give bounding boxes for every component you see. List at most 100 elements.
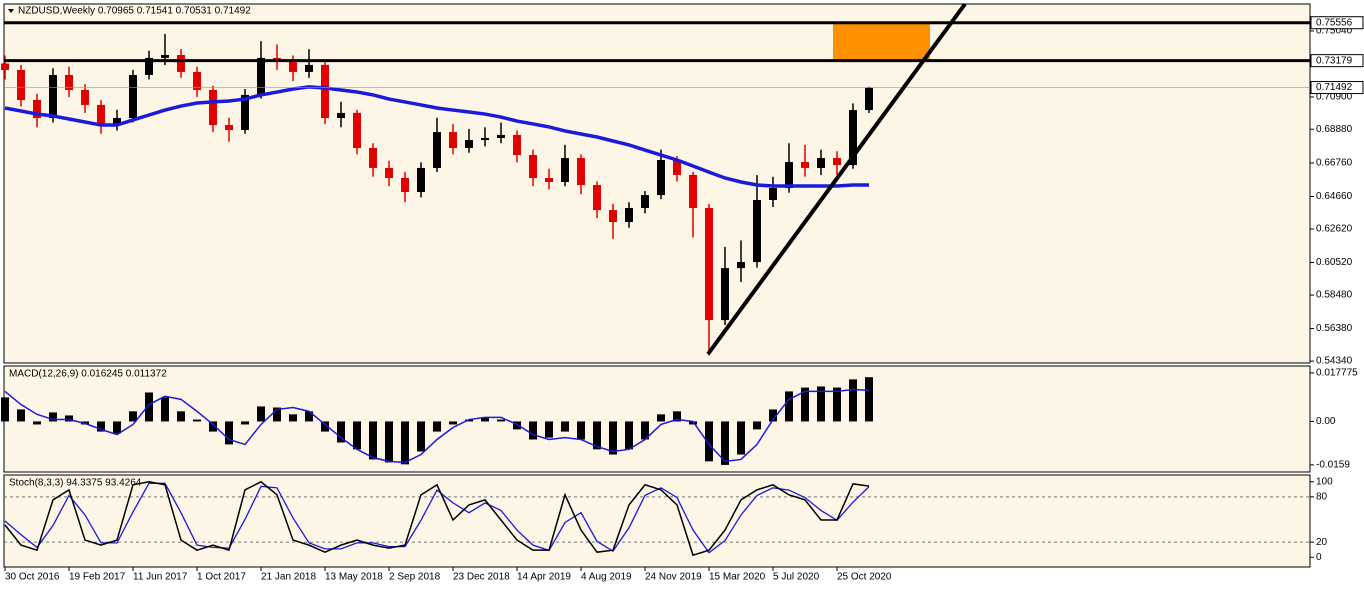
y-tick-label: 0.62620 <box>1316 224 1353 235</box>
y-tick-label: 0.60520 <box>1316 257 1353 268</box>
macd-bar <box>577 421 585 440</box>
x-tick-label: 2 Sep 2018 <box>389 572 441 583</box>
macd-bar <box>161 397 169 422</box>
macd-bar <box>193 419 201 422</box>
candle-body <box>401 177 409 193</box>
candle-body <box>177 55 185 72</box>
candle-body <box>609 210 617 223</box>
y-tick-label: 0.58480 <box>1316 290 1353 301</box>
candle-body <box>785 162 793 189</box>
macd-bar <box>33 421 41 425</box>
candle-body <box>481 137 489 141</box>
x-tick-label: 15 Mar 2020 <box>709 572 766 583</box>
x-tick-label: 14 Apr 2019 <box>517 572 571 583</box>
candle-body <box>657 159 665 196</box>
macd-bar <box>769 409 777 422</box>
candle-body <box>513 134 521 156</box>
macd-bar <box>817 386 825 422</box>
y-tick-label: 0.017775 <box>1316 368 1358 379</box>
macd-bar <box>113 421 121 434</box>
price-panel-title: NZDUSD,Weekly 0.70965 0.71541 0.70531 0.… <box>18 6 251 17</box>
candle-body <box>529 155 537 178</box>
macd-bar <box>305 411 313 422</box>
macd-bar <box>481 417 489 422</box>
candle-body <box>97 104 105 126</box>
candle-body <box>561 158 569 182</box>
y-tick-label: 80 <box>1316 492 1328 503</box>
candle-body <box>209 89 217 126</box>
candle-body <box>17 70 25 101</box>
candle-body <box>81 89 89 105</box>
candle-body <box>721 268 729 321</box>
macd-bar <box>849 379 857 422</box>
macd-bar <box>449 421 457 425</box>
macd-bar <box>257 406 265 422</box>
marks: 0.75040 0.70900 0.68880 0.66760 0.64660 0.626… <box>1 16 1364 583</box>
macd-bar <box>289 414 297 422</box>
macd-signal <box>4 388 870 464</box>
candle-body <box>321 64 329 119</box>
candle-body <box>465 140 473 149</box>
y-tick-label: 0.56380 <box>1316 323 1353 334</box>
candle-body <box>593 185 601 211</box>
candle-body <box>497 134 505 138</box>
macd-bar <box>433 421 441 432</box>
x-tick-label: 24 Nov 2019 <box>645 572 702 583</box>
x-tick-label: 30 Oct 2016 <box>5 572 60 583</box>
y-tick-label: 0.66760 <box>1316 158 1353 169</box>
candle-body <box>289 61 297 72</box>
candle-body <box>65 74 73 90</box>
candle-body <box>417 167 425 193</box>
y-tick-label: 0.54340 <box>1316 356 1353 367</box>
candle-body <box>801 162 809 168</box>
candle-body <box>753 200 761 263</box>
last-price-label: 0.71492 <box>1316 82 1353 93</box>
moving-average <box>4 85 869 188</box>
macd-bar <box>321 421 329 432</box>
y-tick-label: 0.64660 <box>1316 191 1353 202</box>
macd-bar <box>417 421 425 452</box>
candle-body <box>241 94 249 130</box>
macd-bar <box>17 409 25 422</box>
macd-bar <box>545 421 553 438</box>
price-label: 0.75556 <box>1316 17 1353 28</box>
macd-bar <box>241 421 249 425</box>
candle-body <box>113 118 121 126</box>
macd-bar <box>145 392 153 422</box>
x-tick-label: 5 Jul 2020 <box>773 572 820 583</box>
x-tick-label: 25 Oct 2020 <box>837 572 892 583</box>
candle-body <box>625 207 633 223</box>
candle-body <box>577 158 585 186</box>
candle-body <box>545 177 553 182</box>
x-tick-label: 11 Jun 2017 <box>133 572 188 583</box>
macd-bar <box>801 387 809 422</box>
x-tick-label: 21 Jan 2018 <box>261 572 316 583</box>
y-tick-label: 100 <box>1316 476 1333 487</box>
macd-bar <box>705 421 713 462</box>
macd-bar <box>465 419 473 422</box>
price-label-box <box>1310 16 1364 30</box>
candle-body <box>849 110 857 166</box>
stoch-panel-title: Stoch(8,3,3) 94.3375 93.4264 <box>9 478 142 489</box>
x-tick-label: 4 Aug 2019 <box>581 572 632 583</box>
candle-body <box>225 125 233 130</box>
candle-body <box>833 158 841 166</box>
macd-bar <box>609 421 617 455</box>
y-tick-label: 0.68880 <box>1316 124 1353 135</box>
candle-body <box>689 174 697 208</box>
macd-bar <box>497 419 505 422</box>
x-tick-label: 19 Feb 2017 <box>69 572 126 583</box>
macd-bar <box>721 421 729 465</box>
x-tick-label: 1 Oct 2017 <box>197 572 246 583</box>
macd-bar <box>209 421 217 432</box>
macd-bar <box>97 421 105 432</box>
candle-body <box>49 74 57 119</box>
candle-body <box>145 57 153 75</box>
candle-body <box>705 207 713 321</box>
macd-bar <box>353 421 361 450</box>
macd-bar <box>657 414 665 422</box>
candle-body <box>817 158 825 168</box>
macd-bar <box>49 412 57 422</box>
candle-body <box>33 100 41 119</box>
